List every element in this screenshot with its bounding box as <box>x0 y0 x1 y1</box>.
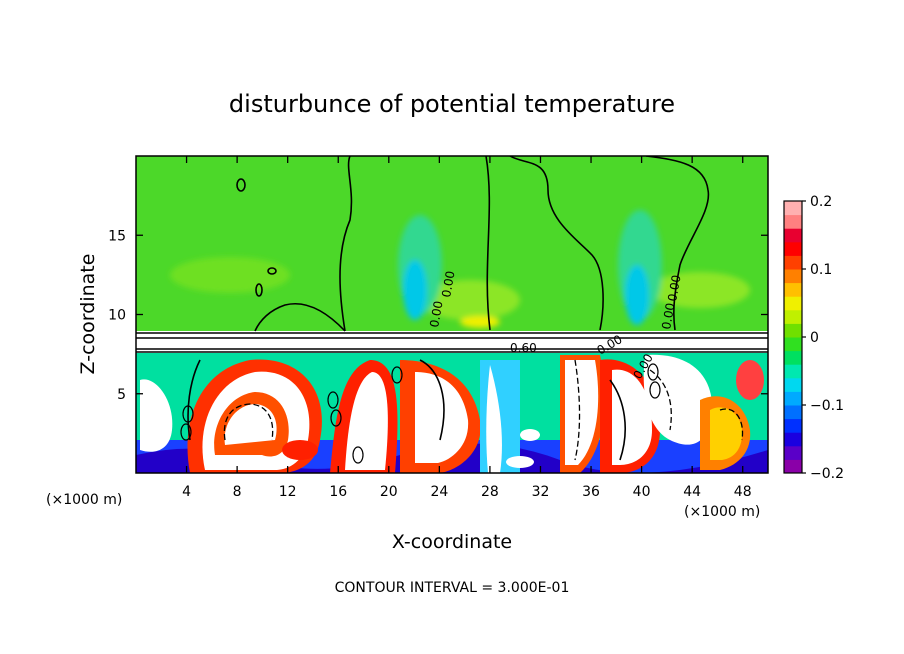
colorbar-swatch <box>784 201 802 216</box>
colorbar-swatch <box>784 214 802 229</box>
x-tick-label: 48 <box>734 484 752 500</box>
colorbar-label: 0.1 <box>810 262 832 278</box>
colorbar-swatch <box>784 309 802 324</box>
inversion-band <box>136 331 768 353</box>
plot-area <box>136 156 768 473</box>
dashed-contours <box>223 359 744 461</box>
inversion-contours <box>136 332 768 353</box>
colorbar-label: 0.2 <box>810 194 832 210</box>
x-tick-label: 4 <box>182 484 191 500</box>
contour-label: 0.60 <box>510 341 537 355</box>
colorbar-swatch <box>784 364 802 379</box>
contour-interval-note: CONTOUR INTERVAL = 3.000E-01 <box>335 580 570 596</box>
colorbar-swatch <box>784 337 802 352</box>
colorbar-swatch <box>784 459 802 474</box>
chart-title: disturbunce of potential temperature <box>229 90 675 118</box>
x-tick-label: 20 <box>380 484 398 500</box>
colorbar-label: −0.2 <box>810 466 844 482</box>
y-tick-label: 15 <box>108 228 126 244</box>
contour-label: 0.00 <box>439 270 457 299</box>
y-tick-label: 10 <box>108 308 126 324</box>
x-tick-label: 32 <box>532 484 550 500</box>
y-axis-label: Z-coordinate <box>77 254 99 375</box>
x-tick-label: 8 <box>233 484 242 500</box>
solid-contours <box>187 156 710 461</box>
colorbar-swatch <box>784 391 802 406</box>
colorbar-swatch <box>784 282 802 297</box>
x-tick-label: 36 <box>582 484 600 500</box>
colorbar-swatch <box>784 377 802 392</box>
colorbar-swatch <box>784 405 802 420</box>
colorbar-swatch <box>784 228 802 243</box>
lower-field <box>136 354 768 473</box>
x-tick-label: 28 <box>481 484 499 500</box>
x-tick-label: 24 <box>430 484 448 500</box>
contour-label: 0.00 <box>665 274 683 303</box>
x-unit-right: (×1000 m) <box>684 504 760 520</box>
axis-ticks <box>136 156 768 473</box>
colorbar-swatch <box>784 255 802 270</box>
colorbar-swatch <box>784 418 802 433</box>
contour-label: 0.00 <box>427 300 445 329</box>
x-tick-label: 40 <box>633 484 651 500</box>
colorbar-swatch <box>784 296 802 311</box>
colorbar-swatch <box>784 241 802 256</box>
colorbar-label: 0 <box>810 330 819 346</box>
contour-label-marks <box>180 363 661 464</box>
colorbar-swatch <box>784 269 802 284</box>
colorbar-label: −0.1 <box>810 398 844 414</box>
x-unit-left: (×1000 m) <box>46 492 122 508</box>
colorbar-swatch <box>784 432 802 447</box>
colorbar-swatch <box>784 323 802 338</box>
x-tick-label: 44 <box>683 484 701 500</box>
x-tick-label: 16 <box>329 484 347 500</box>
contour-label: 0.00 <box>659 302 677 331</box>
colorbar: 0.2 0.1 0 −0.1 −0.2 <box>783 194 844 482</box>
x-axis-label: X-coordinate <box>392 531 512 553</box>
colorbar-swatch <box>784 445 802 460</box>
y-tick-label: 5 <box>117 387 126 403</box>
x-tick-label: 12 <box>279 484 297 500</box>
colorbar-swatch <box>784 350 802 365</box>
